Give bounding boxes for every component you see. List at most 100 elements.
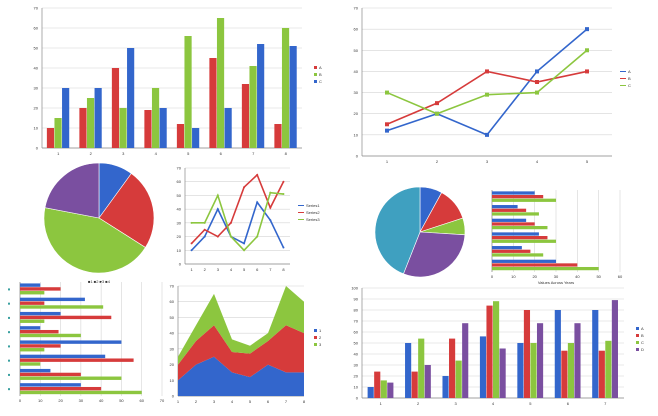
y-tick-label: 50: [177, 193, 182, 198]
y-tick-label: 50: [34, 46, 39, 51]
bar: [159, 108, 167, 148]
legend-label: A: [628, 69, 631, 74]
bar: [184, 36, 192, 148]
bar: [462, 323, 469, 398]
pie-slice: [44, 162, 100, 219]
x-tick-label: 1: [190, 267, 193, 272]
y-tick-label: 70: [354, 6, 359, 11]
y-tick-label: 30: [170, 346, 175, 351]
data-point: [190, 242, 193, 245]
data-point: [190, 249, 193, 252]
y-tick-label: 10: [34, 126, 39, 131]
x-tick-label: 20: [58, 398, 63, 403]
legend-swatch: [636, 334, 639, 337]
data-point: [585, 69, 589, 74]
legend-label: 1: [319, 328, 322, 333]
bar: [605, 340, 612, 398]
bar: [411, 371, 418, 398]
x-tick-label: 7: [269, 267, 272, 272]
legend-label: Series3: [306, 217, 320, 222]
bar: [536, 323, 544, 398]
x-tick-label: 7: [252, 151, 255, 156]
x-tick-label: 70: [160, 398, 165, 403]
bar: [492, 225, 548, 230]
legend-label: C: [628, 83, 631, 88]
x-tick-label: 50: [596, 274, 601, 279]
x-tick-label: 40: [99, 398, 104, 403]
category-marker: [8, 359, 10, 362]
chart-c3: ■1 ■2 ■3 ■4: [43, 162, 155, 284]
y-tick-label: 30: [34, 86, 39, 91]
data-point: [585, 27, 589, 32]
y-tick-label: 60: [177, 179, 182, 184]
x-tick-label: 4: [536, 159, 539, 164]
bar: [492, 232, 539, 236]
legend-label: B: [628, 76, 631, 81]
y-tick-label: 0: [36, 146, 39, 151]
bar: [20, 376, 122, 380]
data-point: [203, 235, 206, 238]
bar: [492, 218, 527, 222]
y-tick-label: 50: [170, 315, 175, 320]
bar: [20, 383, 81, 387]
y-tick-label: 40: [34, 66, 39, 71]
category-marker: [8, 316, 10, 319]
y-tick-label: 100: [351, 286, 358, 291]
x-tick-label: 6: [267, 399, 270, 404]
x-tick-label: 3: [454, 401, 457, 406]
x-tick-label: 4: [231, 399, 234, 404]
series-line: [386, 28, 588, 136]
x-tick-label: 10: [511, 274, 516, 279]
bar: [249, 66, 257, 148]
data-point: [485, 69, 489, 74]
bar: [574, 323, 581, 398]
bar: [192, 128, 200, 148]
bar: [449, 338, 456, 398]
x-tick-label: 6: [567, 401, 570, 406]
y-tick-label: 10: [354, 132, 359, 137]
bar: [492, 212, 539, 216]
data-point: [229, 235, 232, 238]
area-series: [178, 356, 304, 396]
y-tick-label: 20: [34, 106, 39, 111]
x-tick-label: 40: [575, 274, 580, 279]
legend-label: A: [319, 65, 322, 70]
legend-swatch: [636, 341, 639, 344]
legend-swatch: [314, 80, 317, 83]
y-tick-label: 60: [354, 330, 359, 335]
bar: [492, 263, 578, 267]
data-point: [485, 132, 489, 137]
data-point: [190, 221, 193, 224]
legend-swatch: [314, 336, 317, 339]
data-point: [243, 242, 246, 245]
x-tick-label: 5: [529, 401, 532, 406]
bar: [20, 329, 59, 334]
x-axis-label: Values Across Years: [538, 280, 574, 285]
y-tick-label: 40: [354, 352, 359, 357]
bar: [523, 310, 531, 398]
bar: [20, 297, 85, 302]
data-point: [243, 186, 246, 189]
category-marker: [8, 331, 10, 334]
x-tick-label: 8: [285, 151, 288, 156]
bar: [492, 236, 548, 240]
bar: [530, 343, 537, 398]
bar: [20, 354, 106, 359]
bar: [20, 372, 81, 377]
bar: [554, 310, 561, 398]
bar: [492, 205, 518, 209]
bar: [20, 326, 41, 330]
bar: [380, 380, 387, 398]
data-point: [216, 235, 219, 238]
pie-slice: [43, 207, 146, 274]
x-tick-label: 1: [57, 151, 60, 156]
bar: [20, 344, 61, 348]
bar: [274, 124, 282, 148]
bar: [151, 88, 160, 148]
legend-label: A: [641, 326, 644, 331]
data-point: [435, 101, 439, 106]
x-tick-label: 2: [204, 267, 207, 272]
series-line: [190, 200, 285, 251]
bar: [46, 128, 55, 148]
data-point: [385, 128, 389, 133]
